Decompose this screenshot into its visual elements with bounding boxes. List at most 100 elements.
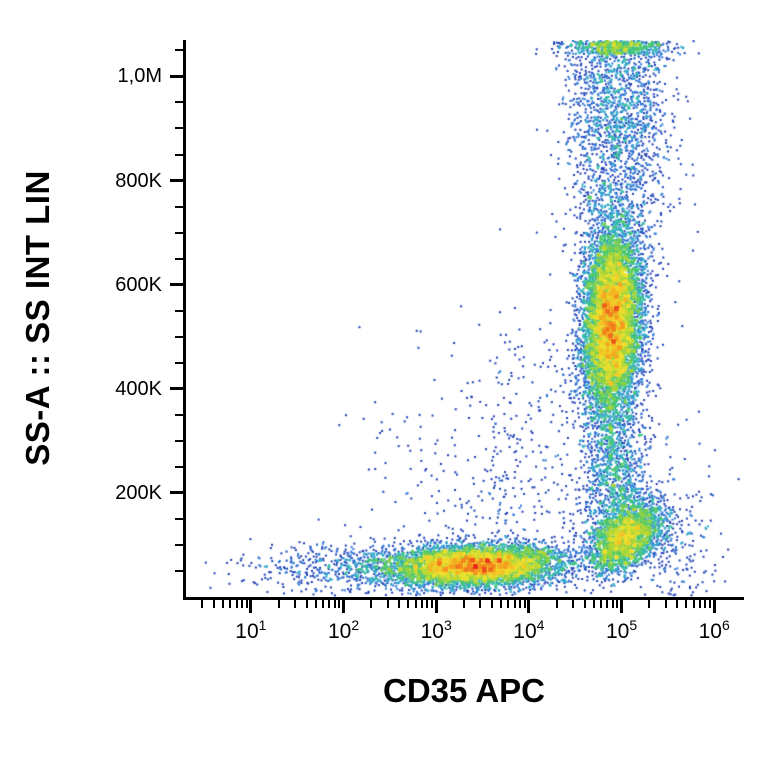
y-tick-label: 1,0M (117, 65, 162, 88)
x-axis-major-tick (712, 600, 716, 613)
x-tick-base: 10 (235, 620, 259, 643)
x-axis-major-tick (620, 600, 624, 613)
y-tick-label: 600K (115, 273, 162, 296)
x-axis-major-tick (434, 600, 438, 613)
density-scatter-canvas (186, 40, 742, 597)
y-axis-line (183, 40, 186, 600)
x-axis-minor-tick (704, 600, 707, 608)
x-axis-minor-tick (305, 600, 308, 608)
x-axis-minor-tick (414, 600, 417, 608)
y-axis-minor-tick (175, 153, 183, 156)
y-axis-minor-tick (175, 231, 183, 234)
x-axis-minor-tick (499, 600, 502, 608)
x-tick-base: 10 (327, 620, 352, 643)
x-axis-minor-tick (513, 600, 516, 608)
x-axis-minor-tick (685, 600, 688, 608)
x-tick-label: 105 (606, 617, 637, 644)
x-axis-minor-tick (572, 600, 575, 608)
y-axis-minor-tick (175, 413, 183, 416)
x-tick-base: 10 (420, 620, 444, 643)
x-axis-title: CD35 APC (383, 672, 545, 709)
y-axis-major-tick (170, 179, 183, 183)
y-axis-minor-tick (175, 465, 183, 468)
x-axis-minor-tick (277, 600, 280, 608)
y-axis-major-tick (170, 283, 183, 287)
x-axis-minor-tick (212, 600, 215, 608)
x-axis-minor-tick (221, 600, 224, 608)
x-tick-exponent: 1 (258, 617, 267, 633)
x-tick-label: 102 (328, 617, 359, 644)
x-axis-minor-tick (229, 600, 232, 608)
x-axis-minor-tick (201, 600, 204, 608)
x-axis-minor-tick (583, 600, 586, 608)
x-axis-minor-tick (698, 600, 701, 608)
x-axis-minor-tick (664, 600, 667, 608)
y-tick-label: 400K (115, 377, 162, 400)
x-tick-exponent: 3 (443, 617, 452, 633)
x-axis-minor-tick (398, 600, 401, 608)
x-axis-minor-tick (592, 600, 595, 608)
x-axis-minor-tick (708, 600, 711, 608)
x-axis-minor-tick (240, 600, 243, 608)
x-axis-major-tick (342, 600, 346, 613)
y-axis-major-tick (170, 74, 183, 78)
y-tick-label: 200K (115, 481, 162, 504)
y-axis-major-tick (170, 491, 183, 495)
y-axis-minor-tick (175, 335, 183, 338)
y-axis-minor-tick (175, 127, 183, 130)
y-tick-label: 800K (115, 169, 162, 192)
x-tick-label: 103 (421, 617, 452, 644)
y-axis-major-tick (170, 387, 183, 391)
x-axis-minor-tick (328, 600, 331, 608)
y-axis-minor-tick (175, 361, 183, 364)
x-tick-base: 10 (513, 620, 537, 643)
y-axis-minor-tick (175, 543, 183, 546)
x-axis-minor-tick (338, 600, 341, 608)
y-axis-minor-tick (175, 205, 183, 208)
x-axis-minor-tick (599, 600, 602, 608)
x-axis-minor-tick (648, 600, 651, 608)
x-axis-minor-tick (370, 600, 373, 608)
x-axis-minor-tick (407, 600, 410, 608)
x-tick-exponent: 5 (629, 617, 638, 633)
x-tick-base: 10 (698, 620, 722, 643)
x-axis-minor-tick (245, 600, 248, 608)
y-axis-minor-tick (175, 257, 183, 260)
x-axis-minor-tick (523, 600, 526, 608)
y-axis-minor-tick (175, 517, 183, 520)
x-tick-exponent: 4 (536, 617, 545, 633)
plot-area (186, 40, 742, 597)
x-axis-line (183, 597, 744, 600)
x-tick-label: 101 (235, 617, 266, 644)
x-axis-minor-tick (692, 600, 695, 608)
y-axis-minor-tick (175, 309, 183, 312)
x-axis-minor-tick (333, 600, 336, 608)
x-axis-minor-tick (611, 600, 614, 608)
x-axis-minor-tick (463, 600, 466, 608)
x-axis-minor-tick (616, 600, 619, 608)
x-axis-major-tick (249, 600, 253, 613)
x-axis-major-tick (527, 600, 531, 613)
y-axis-minor-tick (175, 439, 183, 442)
x-axis-minor-tick (321, 600, 324, 608)
y-axis-minor-tick (175, 101, 183, 104)
y-axis-title: SS-A :: SS INT LIN (19, 170, 56, 466)
x-axis-minor-tick (479, 600, 482, 608)
x-axis-minor-tick (676, 600, 679, 608)
y-axis-minor-tick (175, 569, 183, 572)
x-axis-minor-tick (555, 600, 558, 608)
x-axis-minor-tick (294, 600, 297, 608)
x-axis-minor-tick (518, 600, 521, 608)
x-axis-minor-tick (426, 600, 429, 608)
x-axis-minor-tick (314, 600, 317, 608)
x-axis-minor-tick (606, 600, 609, 608)
x-axis-minor-tick (386, 600, 389, 608)
x-axis-minor-tick (235, 600, 238, 608)
x-axis-minor-tick (430, 600, 433, 608)
x-tick-exponent: 2 (351, 617, 360, 633)
x-tick-label: 106 (699, 617, 730, 644)
x-axis-minor-tick (507, 600, 510, 608)
x-axis-minor-tick (420, 600, 423, 608)
y-axis-minor-tick (175, 49, 183, 52)
